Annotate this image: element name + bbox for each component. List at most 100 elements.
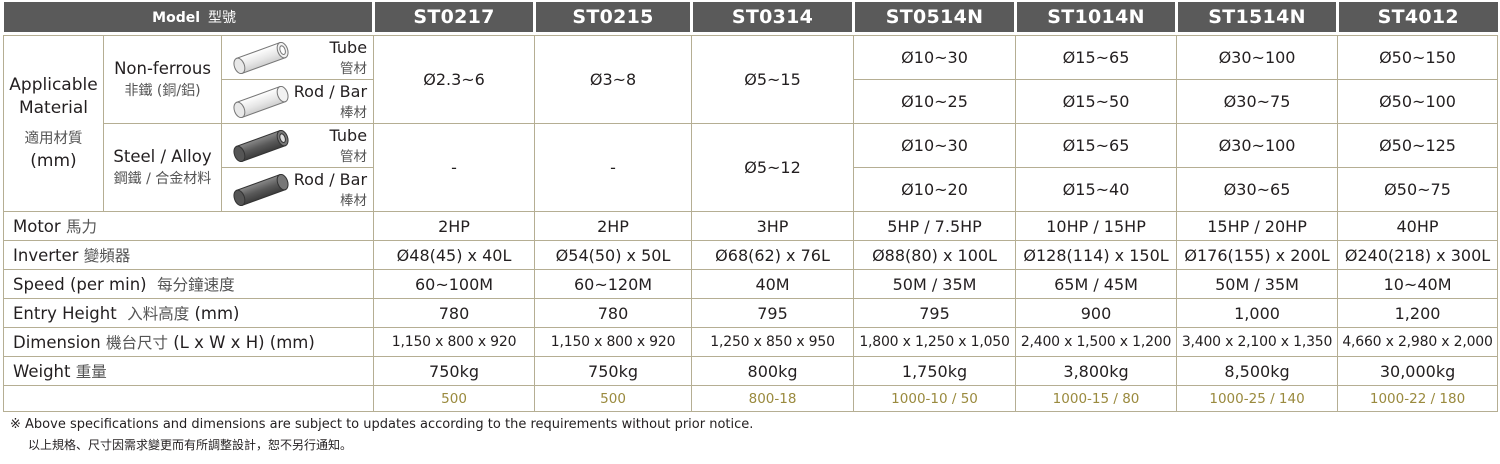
entry-height-value: 780 [373, 298, 536, 328]
inverter-label: Inverter 變頻器 [2, 240, 375, 270]
inverter-value: Ø54(50) x 50L [534, 240, 693, 270]
header-row: Model 型號 ST0217 ST0215 ST0314 ST0514N ST1… [3, 2, 1498, 32]
motor-row: Motor 馬力 2HP 2HP 3HP 5HP / 7.5HP 10HP / … [2, 211, 1499, 241]
dimension-row: Dimension 機台尺寸 (L x W x H) (mm) 1,150 x … [2, 327, 1499, 357]
dimension-label-en: Dimension [13, 333, 101, 352]
footnote-zh: 以上規格、尺寸因需求變更而有所調整設計，恕不另行通知。 [28, 438, 353, 452]
nf-rod-value: Ø15~50 [1015, 79, 1178, 124]
applicable-unit: (mm) [30, 151, 77, 171]
motor-label: Motor 馬力 [2, 211, 375, 241]
motor-label-zh: 馬力 [65, 218, 97, 236]
st-value: - [534, 123, 693, 212]
weight-label-zh: 重量 [75, 363, 107, 381]
speed-value: 60~120M [534, 269, 693, 299]
speed-label: Speed (per min) 每分鐘速度 [2, 269, 375, 299]
nonferrous-tube-row: Applicable Material 適用材質 (mm) Non-ferrou… [3, 35, 1499, 212]
dimension-value: 4,660 x 2,980 x 2,000 [1337, 327, 1499, 357]
inverter-value: Ø48(45) x 40L [373, 240, 536, 270]
inverter-value: Ø176(155) x 200L [1176, 240, 1339, 270]
weight-value: 8,500kg [1176, 356, 1339, 386]
st-rod-value: Ø10~20 [853, 167, 1017, 212]
dimension-value: 3,400 x 2,100 x 1,350 [1176, 327, 1339, 357]
nonferrous-zh: 非鐵 (銅/鋁) [124, 82, 201, 99]
entry-height-value: 795 [853, 298, 1017, 328]
entry-label-zh: 入料高度 [127, 305, 190, 323]
nf-value: Ø2.3~6 [373, 35, 536, 124]
model-name: ST1514N [1176, 2, 1340, 32]
st-rod-value: Ø30~65 [1176, 167, 1339, 212]
speed-value: 10~40M [1337, 269, 1499, 299]
steel-zh: 鋼鐵 / 合金材料 [113, 170, 212, 187]
nf-tube-value: Ø50~150 [1337, 35, 1499, 80]
tube-cell: Tube 管材 [220, 35, 375, 80]
light-rod-icon [233, 86, 289, 118]
inverter-value: Ø68(62) x 76L [691, 240, 855, 270]
spec-table: Model 型號 ST0217 ST0215 ST0314 ST0514N ST1… [2, 2, 1499, 412]
applicable-material-label: Applicable Material 適用材質 (mm) [3, 35, 104, 212]
rod-label-zh: 棒材 [340, 105, 368, 121]
model-name: ST4012 [1337, 2, 1498, 32]
footnote: ※ Above specifications and dimensions ar… [10, 415, 753, 455]
steel-rod-row: Rod / Bar 棒材 Ø10~20 Ø15~40 Ø30~65 Ø50~75 [4, 167, 1499, 212]
entry-height-label: Entry Height 入料高度 (mm) [2, 298, 375, 328]
applicable-label-line1: Applicable [9, 75, 98, 95]
dark-tube-icon [233, 130, 289, 162]
speed-value: 50M / 35M [853, 269, 1017, 299]
model-label: Model [152, 10, 201, 26]
nf-tube-value: Ø15~65 [1015, 35, 1178, 80]
inverter-label-zh: 變頻器 [83, 247, 131, 265]
applicable-label-zh: 適用材質 [24, 131, 83, 147]
code-value: 1000-10 / 50 [853, 385, 1017, 412]
tube-label: Tube [329, 38, 368, 57]
st-tube-value: Ø10~30 [853, 123, 1017, 168]
inverter-row: Inverter 變頻器 Ø48(45) x 40L Ø54(50) x 50L… [2, 240, 1499, 270]
dimension-value: 1,800 x 1,250 x 1,050 [853, 327, 1017, 357]
dimension-label: Dimension 機台尺寸 (L x W x H) (mm) [2, 327, 375, 357]
light-tube-icon [233, 42, 289, 74]
dark-rod-icon [233, 174, 289, 206]
model-name: ST0217 [373, 2, 537, 32]
st-value: - [373, 123, 536, 212]
speed-value: 40M [691, 269, 855, 299]
motor-value: 40HP [1337, 211, 1499, 241]
entry-height-value: 1,200 [1337, 298, 1499, 328]
weight-value: 750kg [373, 356, 536, 386]
rod-label: Rod / Bar [293, 170, 368, 189]
weight-value: 30,000kg [1337, 356, 1499, 386]
tube-label: Tube [329, 126, 368, 145]
motor-value: 2HP [373, 211, 536, 241]
st-tube-value: Ø50~125 [1337, 123, 1499, 168]
dimension-label-zh: 機台尺寸 [105, 334, 168, 352]
nf-rod-value: Ø30~75 [1176, 79, 1339, 124]
weight-value: 3,800kg [1015, 356, 1178, 386]
code-value: 1000-25 / 140 [1176, 385, 1339, 412]
st-rod-value: Ø15~40 [1015, 167, 1178, 212]
motor-value: 15HP / 20HP [1176, 211, 1339, 241]
entry-height-value: 1,000 [1176, 298, 1339, 328]
code-value: 800-18 [691, 385, 855, 412]
st-rod-value: Ø50~75 [1337, 167, 1499, 212]
entry-height-row: Entry Height 入料高度 (mm) 780 780 795 795 9… [2, 298, 1499, 328]
inverter-value: Ø240(218) x 300L [1337, 240, 1499, 270]
nf-rod-value: Ø10~25 [853, 79, 1017, 124]
speed-value: 65M / 45M [1015, 269, 1178, 299]
inverter-value: Ø88(80) x 100L [853, 240, 1017, 270]
dimension-value: 1,250 x 850 x 950 [691, 327, 855, 357]
motor-value: 3HP [691, 211, 855, 241]
nf-tube-value: Ø10~30 [853, 35, 1017, 80]
nf-value: Ø3~8 [534, 35, 693, 124]
tube-cell: Tube 管材 [220, 123, 375, 168]
entry-height-value: 780 [534, 298, 693, 328]
code-value: 1000-15 / 80 [1015, 385, 1178, 412]
code-value: 500 [373, 385, 536, 412]
nonferrous-en: Non-ferrous [114, 58, 211, 78]
rod-label-zh: 棒材 [340, 193, 368, 209]
code-row: 500 500 800-18 1000-10 / 50 1000-15 / 80… [2, 385, 1499, 412]
steel-tube-row: Steel / Alloy 鋼鐵 / 合金材料 Tube 管材 - - Ø5~1… [4, 123, 1499, 212]
speed-label-en: Speed (per min) [13, 275, 147, 294]
tube-label-zh: 管材 [340, 61, 368, 77]
dimension-value: 2,400 x 1,500 x 1,200 [1015, 327, 1178, 357]
st-tube-value: Ø15~65 [1015, 123, 1178, 168]
code-value: 1000-22 / 180 [1337, 385, 1499, 412]
speed-value: 60~100M [373, 269, 536, 299]
